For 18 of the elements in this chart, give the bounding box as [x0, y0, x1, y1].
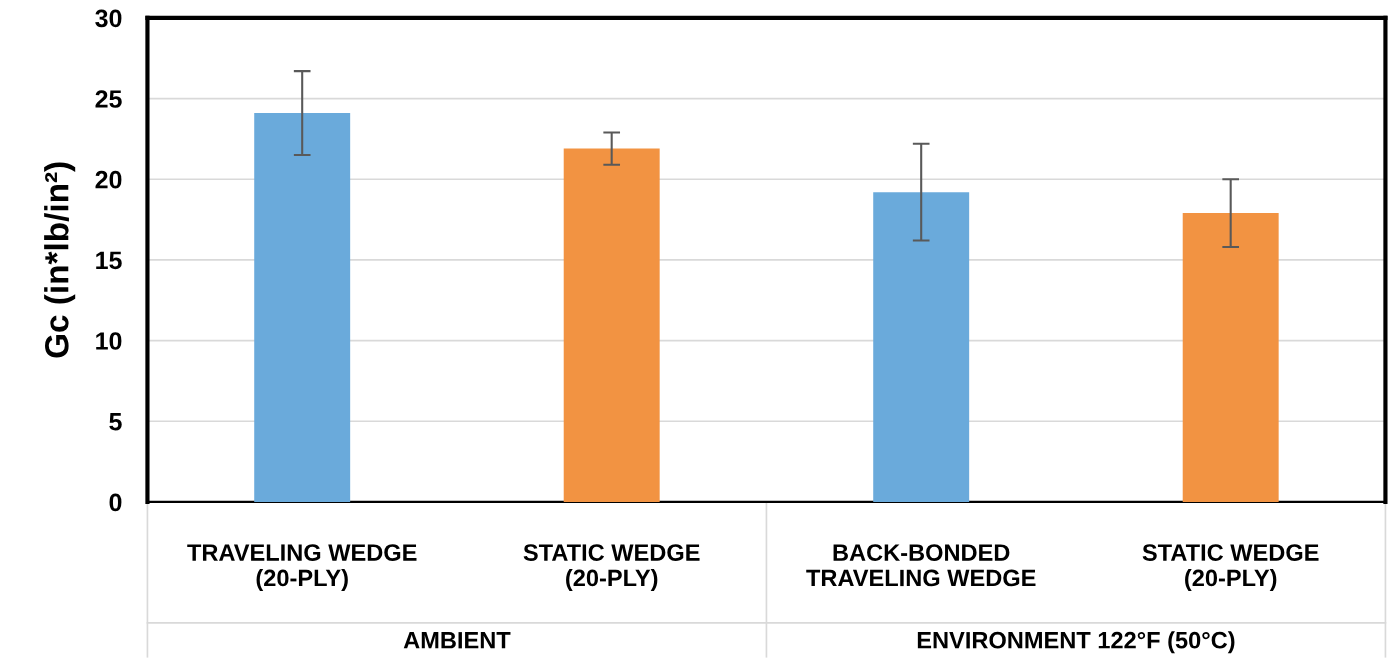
y-tick-label: 10: [96, 332, 122, 350]
bar: [1182, 213, 1279, 502]
bar: [873, 192, 970, 502]
y-tick-label: 15: [96, 251, 122, 270]
x-tick-label: BACK-BONDED TRAVELING WEDGE: [806, 544, 1036, 587]
x-tick-label: TRAVELING WEDGE (20-PLY): [187, 544, 417, 591]
y-tick-label: 20: [95, 170, 122, 189]
bar: [254, 113, 351, 502]
text: AMBIENT: [403, 632, 511, 649]
y-tick-label: 5: [109, 413, 122, 431]
y-tick-label: 30: [95, 9, 122, 28]
x-tick-label: STATIC WEDGE (20-PLY): [523, 544, 700, 591]
y-axis-title: Gc (in*lb/in²): [44, 162, 76, 358]
x-tick-label: STATIC WEDGE (20-PLY): [1142, 544, 1319, 591]
y-tick-label: 0: [109, 493, 122, 512]
text: ENVIRONMENT 122°F (50°C): [917, 631, 1235, 654]
bar: [563, 148, 660, 502]
y-tick-label: 25: [95, 90, 122, 108]
